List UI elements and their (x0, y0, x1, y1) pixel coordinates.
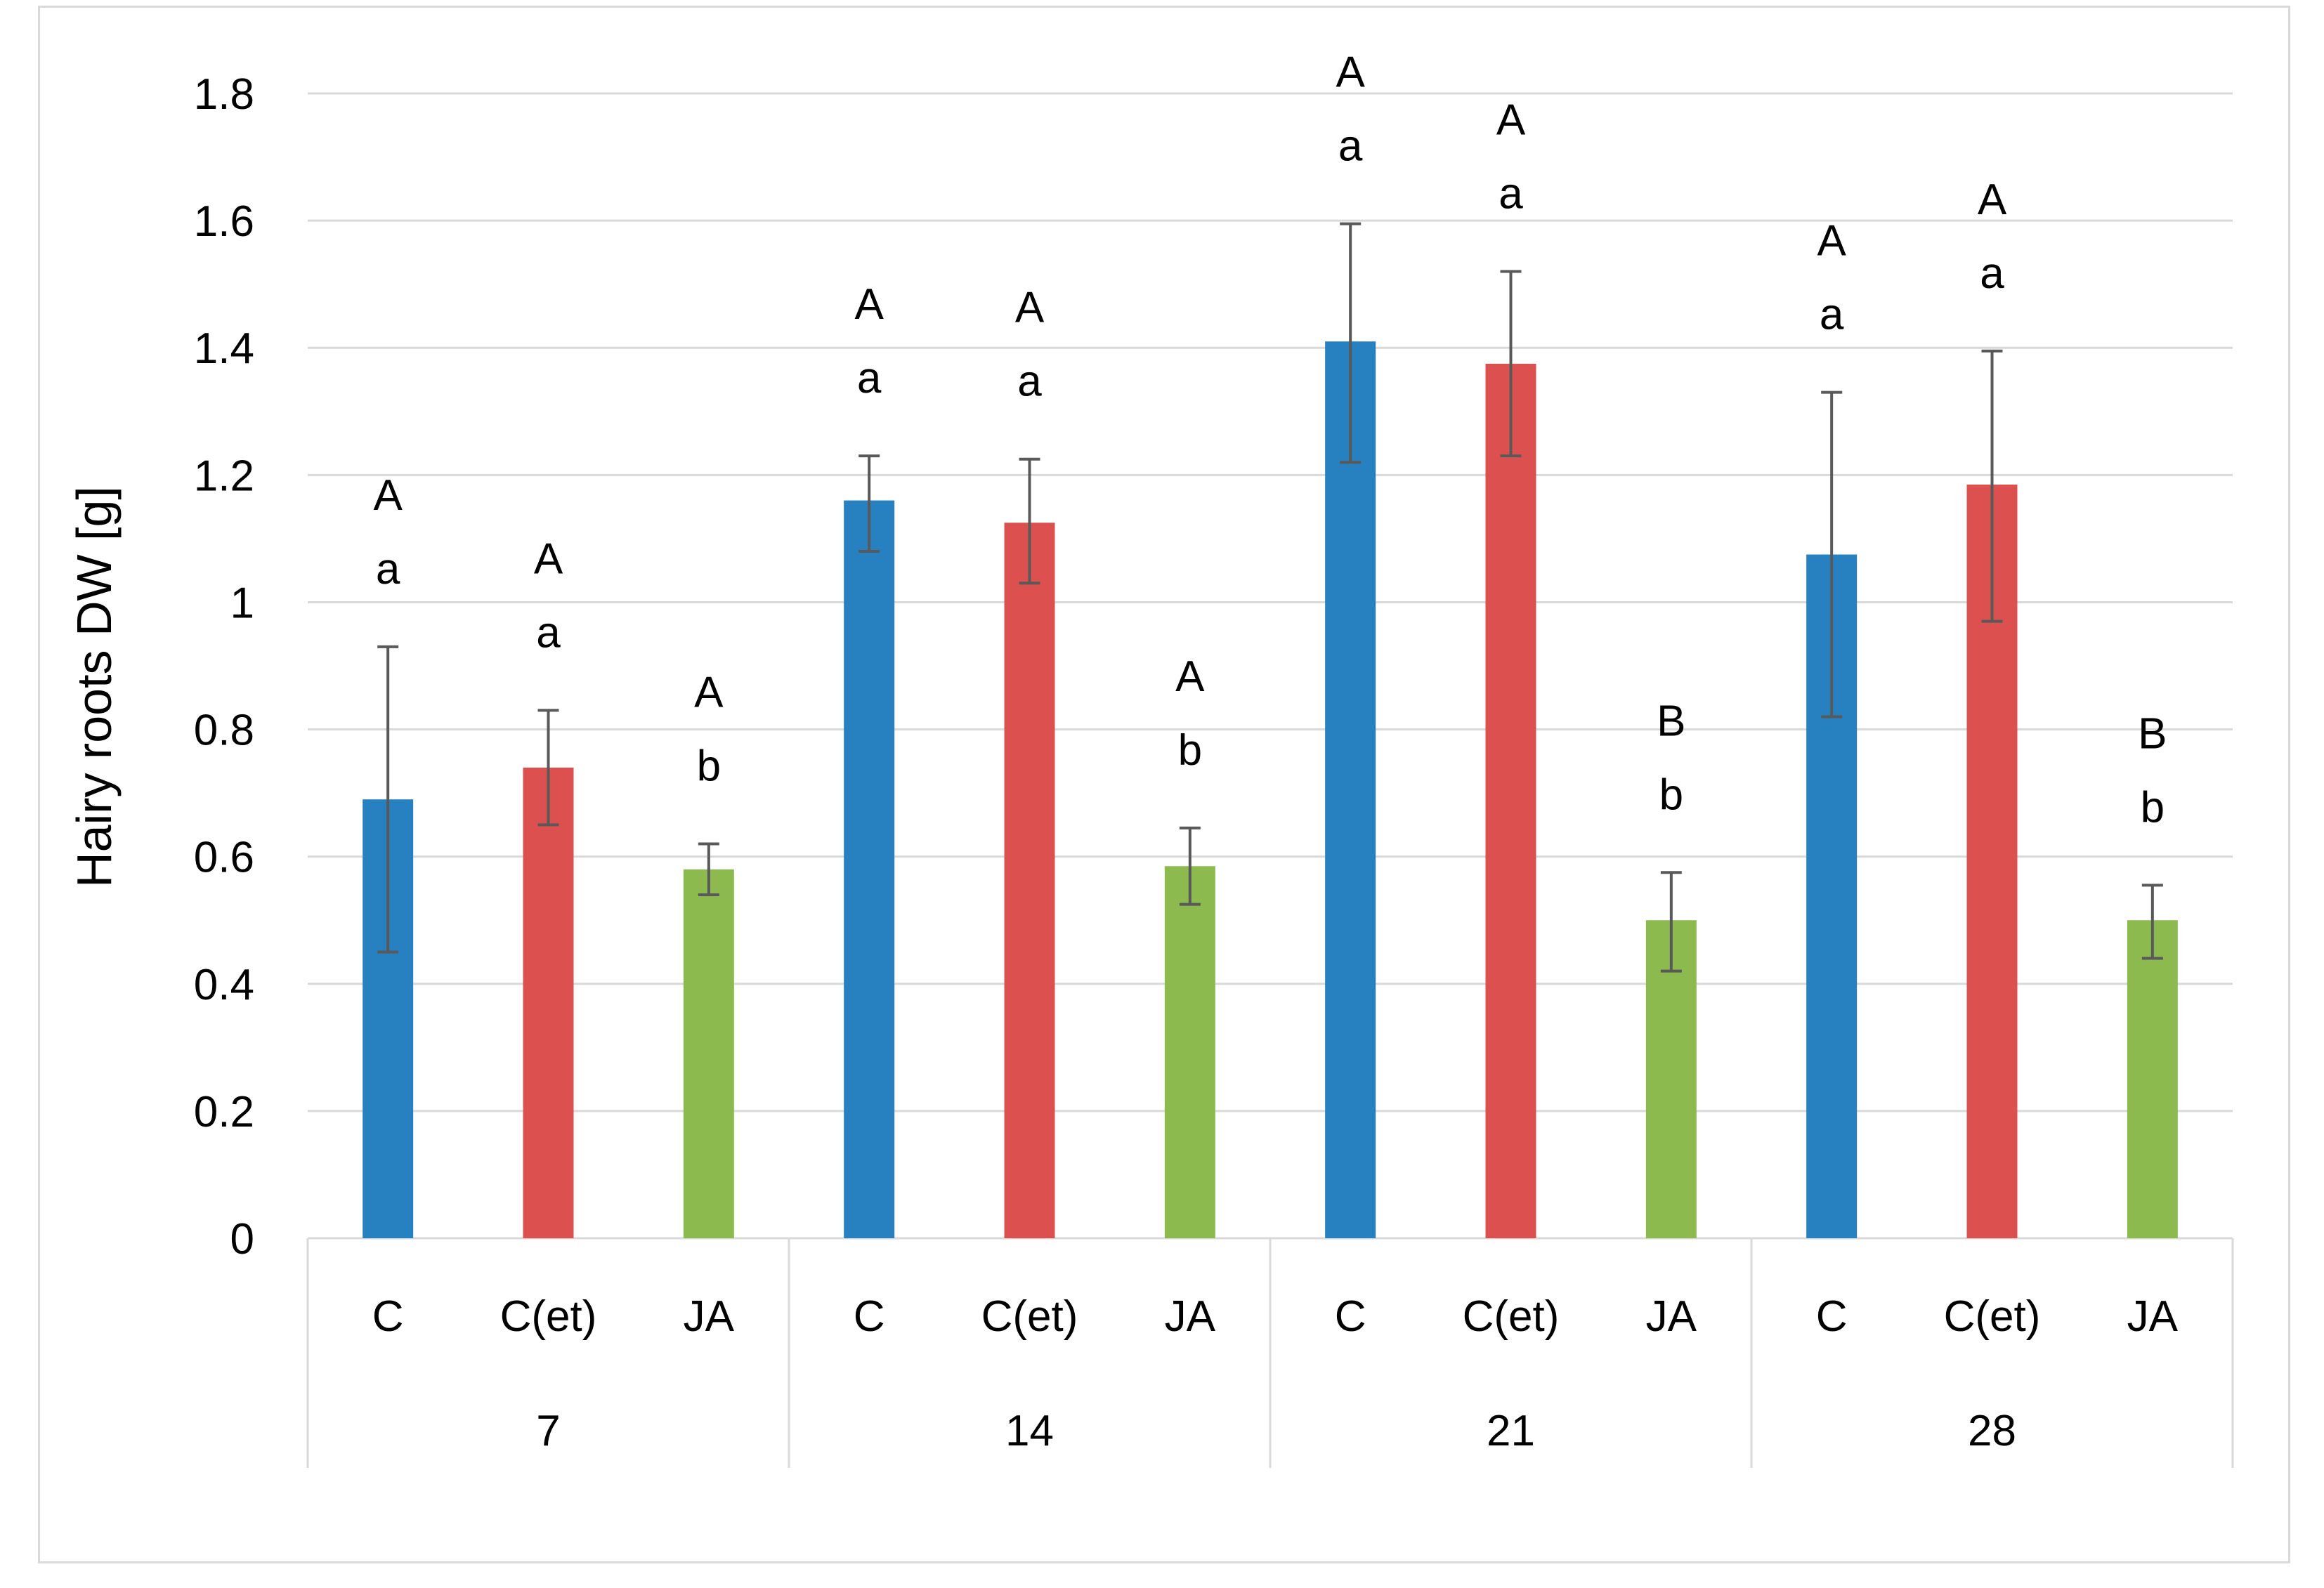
bar (523, 767, 574, 1238)
significance-upper-label: A (1817, 217, 1846, 265)
bar (1485, 363, 1536, 1238)
significance-lower-label: a (376, 545, 400, 593)
x-category-label: C (854, 1292, 885, 1341)
bar (2127, 920, 2178, 1238)
significance-lower-label: a (1980, 249, 2004, 298)
significance-upper-label: A (854, 280, 884, 329)
significance-upper-label: A (1015, 284, 1045, 332)
x-axis (306, 1238, 2234, 1468)
significance-upper-label: A (1978, 176, 2007, 224)
y-tick-label: 1 (230, 579, 254, 627)
significance-upper-label: A (694, 669, 724, 717)
significance-lower-label: a (1499, 170, 1523, 218)
bar (1645, 920, 1697, 1238)
significance-upper-label: A (373, 471, 403, 520)
x-group-label: 21 (1487, 1407, 1535, 1455)
significance-upper-label: A (1496, 96, 1526, 145)
gridlines (308, 92, 2233, 1240)
x-category-label: JA (1646, 1292, 1697, 1341)
bars (363, 222, 2178, 1239)
x-category-label: JA (2127, 1292, 2179, 1341)
significance-upper-label: B (2138, 709, 2167, 758)
y-tick-label: 1.8 (194, 70, 254, 119)
y-tick-label: 0.6 (194, 834, 254, 882)
significance-lower-label: a (536, 608, 561, 657)
x-category-label: C (1816, 1292, 1848, 1341)
labels: 0 0.2 0.4 0.6 0.8 1 1.2 1.4 1.6 1.8 Aa C Aa C(et) Ab JA… (194, 48, 2179, 1455)
significance-lower-label: b (1659, 770, 1683, 819)
bar (1004, 523, 1055, 1238)
y-tick-label: 0 (230, 1215, 254, 1264)
x-category-label: JA (1165, 1292, 1216, 1341)
y-tick-label: 1.6 (194, 197, 254, 246)
significance-lower-label: b (2141, 783, 2165, 832)
x-category-label: C(et) (1944, 1292, 2041, 1341)
significance-upper-label: B (1657, 697, 1685, 745)
y-tick-label: 0.4 (194, 961, 254, 1009)
x-category-label: C(et) (1463, 1292, 1560, 1341)
y-tick-label: 1.4 (194, 324, 254, 373)
significance-lower-label: b (697, 742, 721, 791)
y-tick-label: 0.2 (194, 1088, 254, 1136)
y-tick-label: 1.2 (194, 452, 254, 500)
y-tick-label: 0.8 (194, 707, 254, 755)
chart-frame (38, 6, 2290, 1563)
x-category-label: C (372, 1292, 404, 1341)
x-category-label: C(et) (981, 1292, 1078, 1341)
bar (1325, 341, 1376, 1239)
bar (844, 500, 895, 1238)
significance-lower-label: a (1017, 357, 1042, 406)
significance-upper-label: A (534, 534, 563, 583)
bar (683, 869, 734, 1238)
x-category-label: JA (684, 1292, 735, 1341)
x-group-label: 28 (1968, 1407, 2016, 1455)
x-category-label: C (1335, 1292, 1366, 1341)
x-group-label: 7 (536, 1407, 560, 1455)
bar (1164, 866, 1215, 1238)
significance-upper-label: A (1336, 48, 1365, 97)
significance-lower-label: b (1178, 726, 1202, 775)
significance-lower-label: a (1820, 291, 1844, 339)
significance-lower-label: a (857, 354, 882, 402)
x-category-label: C(et) (500, 1292, 597, 1341)
y-axis-title: Hairy roots DW [g] (67, 486, 122, 888)
x-group-label: 14 (1005, 1407, 1054, 1455)
significance-lower-label: a (1338, 122, 1363, 171)
significance-upper-label: A (1175, 652, 1205, 701)
